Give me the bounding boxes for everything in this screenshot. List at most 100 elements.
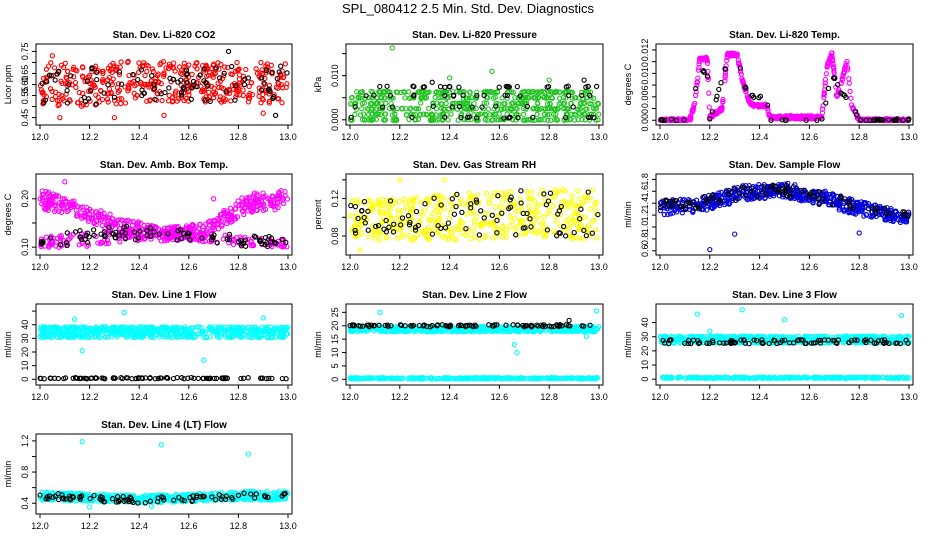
data-point bbox=[92, 84, 98, 90]
y-axis-label: ml/min bbox=[3, 331, 13, 358]
y-tick-label: 1.6 bbox=[640, 185, 650, 198]
data-point bbox=[136, 60, 142, 66]
data-point bbox=[115, 81, 122, 87]
data-point bbox=[99, 96, 106, 103]
data-point bbox=[123, 223, 130, 229]
data-point bbox=[495, 117, 502, 123]
data-point bbox=[510, 100, 516, 106]
data-point bbox=[507, 213, 513, 219]
data-point bbox=[380, 214, 387, 220]
data-point bbox=[161, 71, 167, 77]
data-point bbox=[438, 112, 444, 118]
data-point bbox=[280, 200, 287, 207]
data-point bbox=[549, 94, 555, 101]
data-point bbox=[450, 92, 457, 98]
data-point bbox=[501, 115, 507, 121]
data-point bbox=[387, 213, 393, 219]
data-point bbox=[441, 177, 448, 183]
data-point bbox=[581, 77, 587, 83]
data-point bbox=[407, 106, 413, 112]
data-point bbox=[221, 209, 228, 215]
data-point bbox=[874, 117, 880, 123]
data-point bbox=[509, 218, 515, 225]
data-point bbox=[394, 89, 400, 96]
data-point bbox=[575, 188, 581, 194]
data-point bbox=[514, 83, 520, 90]
data-point bbox=[474, 115, 480, 121]
data-point bbox=[254, 197, 260, 204]
data-point bbox=[266, 98, 272, 104]
data-point bbox=[430, 103, 436, 109]
data-point bbox=[193, 236, 200, 242]
data-point bbox=[160, 59, 167, 65]
data-point bbox=[590, 105, 597, 111]
data-point bbox=[254, 70, 261, 77]
data-point bbox=[238, 375, 244, 382]
x-tick-label: 13.0 bbox=[279, 132, 297, 142]
data-point bbox=[38, 239, 44, 245]
data-point bbox=[43, 234, 49, 240]
data-point bbox=[152, 96, 158, 103]
figure-title: SPL_080412 2.5 Min. Std. Dev. Diagnostic… bbox=[342, 1, 594, 16]
data-point bbox=[148, 233, 154, 239]
data-point bbox=[473, 95, 480, 101]
data-point bbox=[274, 75, 280, 82]
data-point bbox=[50, 191, 57, 197]
data-point bbox=[379, 196, 385, 202]
data-point bbox=[445, 236, 451, 242]
data-point bbox=[157, 61, 163, 68]
data-point bbox=[417, 229, 424, 235]
data-point bbox=[544, 94, 550, 100]
data-point bbox=[372, 235, 378, 241]
x-tick-label: 13.0 bbox=[900, 262, 918, 272]
data-point bbox=[863, 117, 869, 123]
data-point bbox=[89, 66, 95, 72]
data-point bbox=[216, 84, 222, 91]
y-tick-label: 0.000 bbox=[640, 109, 650, 132]
data-point bbox=[155, 226, 162, 232]
data-point bbox=[495, 190, 501, 196]
data-point bbox=[400, 207, 406, 214]
data-point bbox=[133, 81, 140, 87]
data-point bbox=[466, 95, 472, 101]
data-points bbox=[37, 179, 291, 250]
y-axis-label: degrees C bbox=[623, 63, 633, 105]
data-point bbox=[226, 231, 233, 238]
data-point bbox=[200, 88, 207, 94]
data-point bbox=[40, 195, 46, 201]
data-point bbox=[537, 191, 543, 197]
data-point bbox=[701, 69, 707, 75]
data-point bbox=[402, 200, 409, 206]
data-point bbox=[471, 112, 477, 118]
data-point bbox=[507, 223, 513, 229]
data-point bbox=[428, 117, 435, 123]
data-point bbox=[585, 189, 591, 195]
data-point bbox=[130, 71, 136, 78]
data-point bbox=[67, 199, 73, 205]
data-point bbox=[422, 207, 428, 213]
data-point bbox=[661, 117, 668, 123]
data-point bbox=[506, 84, 512, 90]
y-tick-label: 1.8 bbox=[640, 173, 650, 186]
data-point bbox=[697, 56, 703, 62]
data-point bbox=[229, 71, 235, 78]
data-point bbox=[536, 212, 542, 219]
data-point bbox=[900, 117, 906, 123]
data-point bbox=[699, 55, 706, 61]
data-point bbox=[745, 96, 752, 102]
data-point bbox=[219, 223, 225, 229]
data-point bbox=[379, 95, 385, 101]
data-point bbox=[456, 84, 462, 90]
data-point bbox=[494, 214, 500, 220]
data-point bbox=[223, 89, 229, 95]
data-point bbox=[528, 189, 535, 195]
data-point bbox=[82, 78, 88, 85]
data-point bbox=[377, 83, 383, 90]
data-point bbox=[166, 85, 172, 91]
data-point bbox=[493, 111, 499, 118]
data-point bbox=[526, 195, 532, 201]
y-tick-label: 10 bbox=[20, 361, 30, 371]
data-point bbox=[378, 229, 384, 235]
